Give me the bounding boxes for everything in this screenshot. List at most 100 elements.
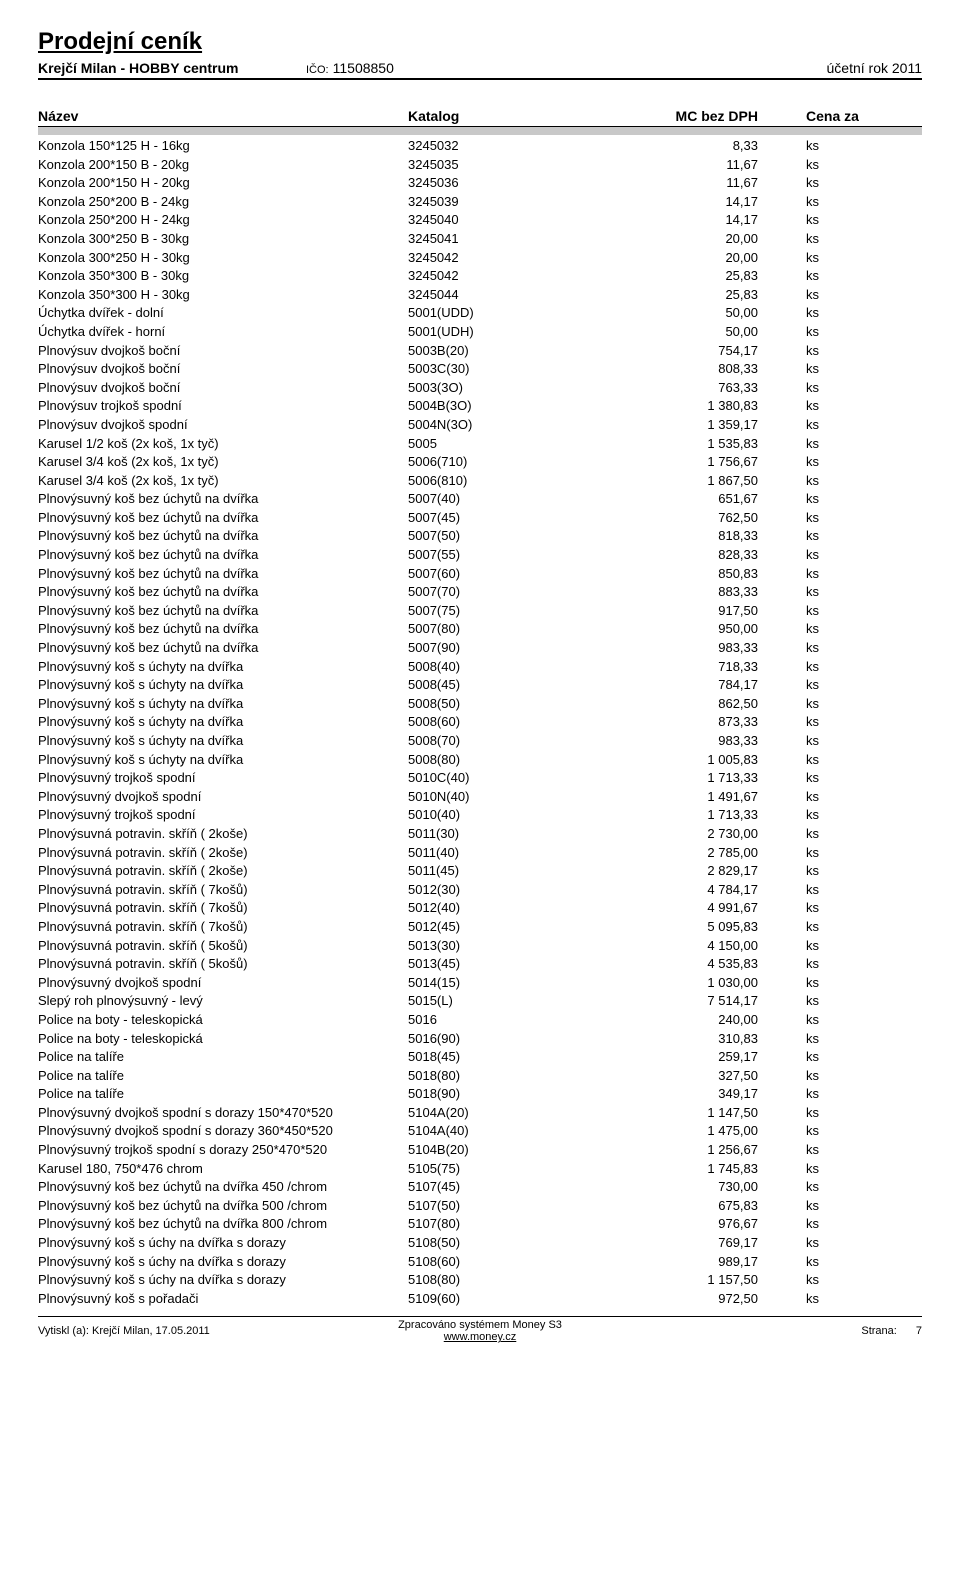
cell-catalog: 3245032 <box>408 137 558 156</box>
cell-price: 240,00 <box>558 1011 758 1030</box>
table-row: Plnovýsuvný koš bez úchytů na dvířka5007… <box>38 583 922 602</box>
cell-catalog: 3245041 <box>408 230 558 249</box>
cell-price: 1 005,83 <box>558 751 758 770</box>
cell-catalog: 5006(810) <box>408 472 558 491</box>
cell-price: 2 785,00 <box>558 844 758 863</box>
table-row: Plnovýsuvný koš bez úchytů na dvířka5007… <box>38 527 922 546</box>
cell-name: Plnovýsuvný koš s úchyty na dvířka <box>38 658 408 677</box>
cell-unit: ks <box>758 565 878 584</box>
cell-name: Plnovýsuvný koš s úchyty na dvířka <box>38 695 408 714</box>
cell-price: 4 784,17 <box>558 881 758 900</box>
cell-name: Konzola 250*200 B - 24kg <box>38 193 408 212</box>
cell-catalog: 5004B(3O) <box>408 397 558 416</box>
cell-name: Úchytka dvířek - dolní <box>38 304 408 323</box>
cell-price: 1 359,17 <box>558 416 758 435</box>
table-row: Police na talíře5018(45)259,17ks <box>38 1048 922 1067</box>
cell-catalog: 5003B(20) <box>408 342 558 361</box>
cell-price: 718,33 <box>558 658 758 677</box>
cell-catalog: 5016 <box>408 1011 558 1030</box>
cell-name: Plnovýsuvný koš s úchyty na dvířka <box>38 732 408 751</box>
cell-catalog: 5018(90) <box>408 1085 558 1104</box>
cell-catalog: 5008(70) <box>408 732 558 751</box>
footer-link[interactable]: www.money.cz <box>444 1331 517 1343</box>
cell-unit: ks <box>758 992 878 1011</box>
table-row: Plnovýsuvný trojkoš spodní s dorazy 250*… <box>38 1141 922 1160</box>
cell-catalog: 3245042 <box>408 267 558 286</box>
cell-unit: ks <box>758 751 878 770</box>
cell-name: Plnovýsuvná potravin. skříň ( 7košů) <box>38 881 408 900</box>
cell-unit: ks <box>758 509 878 528</box>
cell-catalog: 5015(L) <box>408 992 558 1011</box>
cell-catalog: 5005 <box>408 435 558 454</box>
cell-unit: ks <box>758 955 878 974</box>
cell-unit: ks <box>758 899 878 918</box>
cell-catalog: 5007(60) <box>408 565 558 584</box>
cell-name: Karusel 3/4 koš (2x koš, 1x tyč) <box>38 472 408 491</box>
cell-name: Konzola 300*250 H - 30kg <box>38 249 408 268</box>
table-row: Konzola 200*150 B - 20kg324503511,67ks <box>38 156 922 175</box>
cell-catalog: 5104B(20) <box>408 1141 558 1160</box>
cell-unit: ks <box>758 397 878 416</box>
cell-name: Plnovýsuvný trojkoš spodní s dorazy 250*… <box>38 1141 408 1160</box>
table-row: Plnovýsuvný koš s úchy na dvířka s doraz… <box>38 1271 922 1290</box>
cell-name: Plnovýsuvný koš s úchy na dvířka s doraz… <box>38 1234 408 1253</box>
table-row: Plnovýsuvný trojkoš spodní5010(40)1 713,… <box>38 806 922 825</box>
cell-name: Karusel 180, 750*476 chrom <box>38 1160 408 1179</box>
cell-unit: ks <box>758 1104 878 1123</box>
cell-catalog: 5007(50) <box>408 527 558 546</box>
cell-price: 983,33 <box>558 639 758 658</box>
table-row: Plnovýsuvný koš s úchyty na dvířka5008(8… <box>38 751 922 770</box>
table-row: Plnovýsuvný koš bez úchytů na dvířka5007… <box>38 602 922 621</box>
cell-catalog: 5108(50) <box>408 1234 558 1253</box>
cell-unit: ks <box>758 844 878 863</box>
table-row: Police na talíře5018(80)327,50ks <box>38 1067 922 1086</box>
cell-catalog: 5010N(40) <box>408 788 558 807</box>
cell-price: 1 157,50 <box>558 1271 758 1290</box>
cell-catalog: 5104A(20) <box>408 1104 558 1123</box>
cell-catalog: 5008(60) <box>408 713 558 732</box>
cell-name: Police na boty - teleskopická <box>38 1011 408 1030</box>
cell-price: 327,50 <box>558 1067 758 1086</box>
cell-catalog: 3245042 <box>408 249 558 268</box>
cell-catalog: 5018(80) <box>408 1067 558 1086</box>
cell-name: Slepý roh plnovýsuvný - levý <box>38 992 408 1011</box>
page-title: Prodejní ceník <box>38 28 922 56</box>
cell-catalog: 5016(90) <box>408 1030 558 1049</box>
cell-price: 14,17 <box>558 193 758 212</box>
table-row: Slepý roh plnovýsuvný - levý5015(L)7 514… <box>38 992 922 1011</box>
cell-unit: ks <box>758 1290 878 1309</box>
cell-catalog: 5003C(30) <box>408 360 558 379</box>
cell-price: 883,33 <box>558 583 758 602</box>
cell-name: Plnovýsuvná potravin. skříň ( 2koše) <box>38 825 408 844</box>
table-row: Police na talíře5018(90)349,17ks <box>38 1085 922 1104</box>
cell-name: Plnovýsuv dvojkoš boční <box>38 360 408 379</box>
cell-catalog: 5107(50) <box>408 1197 558 1216</box>
cell-price: 976,67 <box>558 1215 758 1234</box>
cell-unit: ks <box>758 304 878 323</box>
cell-unit: ks <box>758 323 878 342</box>
cell-unit: ks <box>758 1067 878 1086</box>
table-row: Plnovýsuvný koš bez úchytů na dvířka5007… <box>38 509 922 528</box>
cell-catalog: 5008(45) <box>408 676 558 695</box>
cell-unit: ks <box>758 1160 878 1179</box>
footer-right: Strana: 7 <box>627 1325 922 1337</box>
cell-price: 828,33 <box>558 546 758 565</box>
table-row: Plnovýsuvný koš bez úchytů na dvířka5007… <box>38 620 922 639</box>
cell-name: Plnovýsuvný dvojkoš spodní <box>38 788 408 807</box>
table-row: Plnovýsuvný koš s úchyty na dvířka5008(6… <box>38 713 922 732</box>
cell-unit: ks <box>758 1141 878 1160</box>
cell-name: Plnovýsuvný koš bez úchytů na dvířka 800… <box>38 1215 408 1234</box>
cell-name: Plnovýsuvný koš bez úchytů na dvířka <box>38 639 408 658</box>
col-name: Název <box>38 108 408 124</box>
cell-unit: ks <box>758 732 878 751</box>
cell-unit: ks <box>758 1271 878 1290</box>
table-row: Úchytka dvířek - horní5001(UDH)50,00ks <box>38 323 922 342</box>
cell-name: Konzola 200*150 B - 20kg <box>38 156 408 175</box>
cell-unit: ks <box>758 193 878 212</box>
sub-header: Krejčí Milan - HOBBY centrum IČO: 115088… <box>38 60 922 76</box>
cell-price: 8,33 <box>558 137 758 156</box>
cell-catalog: 3245035 <box>408 156 558 175</box>
ico-value: 11508850 <box>333 60 394 76</box>
col-catalog: Katalog <box>408 108 558 124</box>
cell-name: Plnovýsuvný koš s úchyty na dvířka <box>38 713 408 732</box>
